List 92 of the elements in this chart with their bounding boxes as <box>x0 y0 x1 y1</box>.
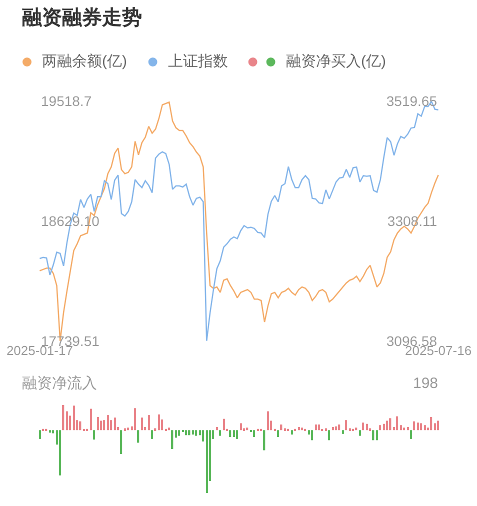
bar <box>158 414 160 430</box>
bar <box>114 418 116 430</box>
bar <box>233 430 235 438</box>
legend-label: 两融余额(亿) <box>42 53 127 70</box>
bar <box>90 408 92 430</box>
bar <box>379 425 381 430</box>
bar <box>345 420 347 430</box>
bar <box>148 415 150 430</box>
bar <box>185 430 187 436</box>
bar <box>263 430 266 450</box>
bar <box>151 430 153 439</box>
bar <box>66 411 68 430</box>
chart-title: 融资净流入 <box>22 375 97 392</box>
bar <box>298 427 300 430</box>
bar <box>386 420 388 430</box>
y2-tick-label: 3519.65 <box>386 92 438 109</box>
bar <box>253 430 255 438</box>
bar <box>52 430 54 434</box>
bar <box>359 430 361 436</box>
bar <box>284 428 286 431</box>
bar <box>355 428 358 430</box>
bar <box>342 430 344 434</box>
bar <box>315 424 317 430</box>
bar <box>59 430 61 476</box>
bar <box>349 428 351 431</box>
bar <box>240 423 242 430</box>
bar <box>376 430 378 440</box>
bar <box>277 430 279 438</box>
bar <box>318 424 320 430</box>
bar <box>400 425 402 430</box>
bar <box>141 418 143 430</box>
bar <box>366 424 368 430</box>
bar <box>372 430 374 440</box>
legend-label: 上证指数 <box>168 53 228 70</box>
bar <box>335 426 337 430</box>
bar <box>124 428 126 431</box>
bar <box>410 430 412 439</box>
y-tick-label: 19518.7 <box>41 92 92 109</box>
bar <box>420 423 422 430</box>
bar <box>325 428 327 431</box>
bar <box>206 430 208 493</box>
bar <box>328 430 330 440</box>
bar <box>134 408 136 430</box>
bar <box>267 411 269 430</box>
bar <box>39 430 41 439</box>
bar <box>417 422 419 430</box>
bar <box>407 427 409 430</box>
bar <box>396 416 398 430</box>
bar <box>403 428 405 430</box>
bar <box>195 430 198 436</box>
bar <box>383 424 385 430</box>
bar <box>137 430 140 443</box>
bar <box>127 428 129 430</box>
bar <box>246 428 248 430</box>
bar <box>430 416 432 430</box>
bar <box>216 427 218 430</box>
bar <box>175 430 177 438</box>
bar <box>192 430 194 435</box>
bar <box>69 416 71 430</box>
bar <box>291 430 293 435</box>
bar <box>434 423 436 430</box>
bar <box>73 406 75 430</box>
bar <box>301 428 303 430</box>
bar <box>168 428 170 430</box>
bar <box>332 427 334 430</box>
bar <box>188 430 190 436</box>
bar <box>62 405 64 430</box>
bar <box>229 430 232 438</box>
bar <box>100 420 102 430</box>
text: 198 <box>413 375 438 392</box>
bar <box>413 421 416 430</box>
bar <box>171 430 174 449</box>
chart-title: 融资融券走势 <box>22 7 142 29</box>
legend-label: 融资净买入(亿) <box>286 53 386 70</box>
bar <box>369 428 371 431</box>
bar <box>311 430 313 440</box>
bar <box>362 422 364 430</box>
bar <box>97 416 99 430</box>
bar <box>178 430 180 436</box>
bar <box>202 430 204 442</box>
bar <box>236 430 238 439</box>
bar <box>49 430 51 433</box>
bar <box>107 415 109 430</box>
bar <box>223 418 225 430</box>
bar <box>389 418 392 430</box>
bar <box>219 430 221 436</box>
bar <box>93 430 95 440</box>
bar <box>103 420 106 430</box>
bar <box>338 424 340 430</box>
bar <box>437 420 439 430</box>
bar <box>120 430 122 454</box>
bar <box>424 425 426 430</box>
